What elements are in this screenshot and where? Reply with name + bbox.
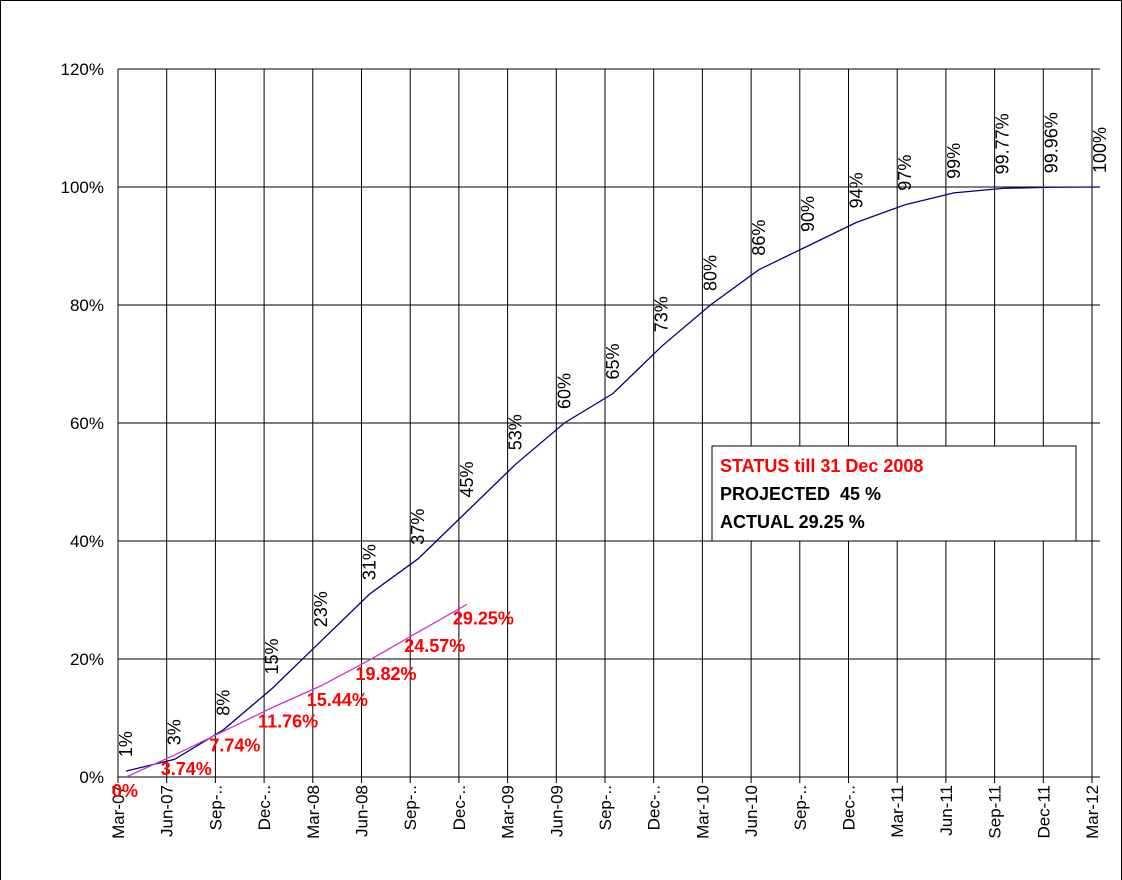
series-line [125,603,468,778]
y-tick-label: 100% [61,178,104,197]
y-tick-label: 40% [70,532,104,551]
value-label: 7.74% [209,735,260,755]
x-tick-label: Mar-09 [499,785,518,839]
value-label: 11.76% [258,712,318,732]
status-title: STATUS till 31 Dec 2008 [720,456,923,476]
x-tick-label: Dec-11 [1034,785,1053,839]
value-label: 73% [652,296,672,332]
y-tick-label: 20% [70,650,104,669]
x-tick-label: Jun-08 [353,785,372,837]
x-tick-label: Mar-08 [304,785,323,839]
value-label: 19.82% [356,664,417,684]
x-tick-label: Sep-.. [206,785,225,830]
x-tick-label: Jun-09 [547,785,566,837]
status-box [711,445,1077,542]
y-tick-label: 60% [70,414,104,433]
value-label: 99.77% [993,113,1013,174]
series-line [125,186,1101,772]
x-tick-label: Dec-.. [840,785,859,830]
value-label: 29.25% [453,608,514,628]
value-label: 31% [360,544,380,580]
x-tick-label: Dec-.. [645,785,664,830]
value-label: 3% [165,719,185,745]
x-tick-label: Sep-.. [791,785,810,830]
value-label: 37% [408,509,428,545]
x-tick-label: Dec-.. [450,785,469,830]
value-label: 1% [116,731,136,757]
status-line: ACTUAL 29.25 % [720,512,865,532]
y-tick-label: 80% [70,296,104,315]
x-tick-label: Sep-.. [401,785,420,830]
value-label: 24.57% [404,636,465,656]
x-tick-label: Mar-12 [1083,785,1102,839]
value-label: 99.96% [1041,112,1061,173]
value-label: 45% [457,461,477,497]
value-label: 90% [798,196,818,232]
value-label: 3.74% [161,759,212,779]
value-label: 80% [700,255,720,291]
y-tick-label: 120% [61,60,104,79]
value-label: 100% [1090,127,1110,173]
value-label: 23% [311,591,331,627]
value-label: 99% [944,143,964,179]
value-label: 15.44% [307,690,368,710]
value-label: 8% [213,690,233,716]
value-label: 97% [895,155,915,191]
y-tick-label: 0% [79,768,104,787]
status-line: PROJECTED 45 % [720,484,881,504]
value-label: 65% [603,343,623,379]
x-tick-label: Mar-10 [693,785,712,839]
value-label: 53% [506,414,526,450]
value-label: 0% [112,781,138,801]
x-tick-label: Jun-07 [158,785,177,837]
value-label: 60% [554,373,574,409]
x-tick-label: Mar-11 [888,785,907,838]
value-label: 15% [262,638,282,674]
x-tick-label: Jun-10 [742,785,761,837]
x-tick-label: Sep-11 [986,785,1005,839]
x-tick-label: Dec-.. [255,785,274,830]
x-tick-label: Mar-07 [109,785,128,839]
value-label: 86% [749,220,769,256]
value-label: 94% [847,172,867,208]
x-tick-label: Jun-11 [937,785,956,836]
x-tick-label: Sep-.. [596,785,615,830]
